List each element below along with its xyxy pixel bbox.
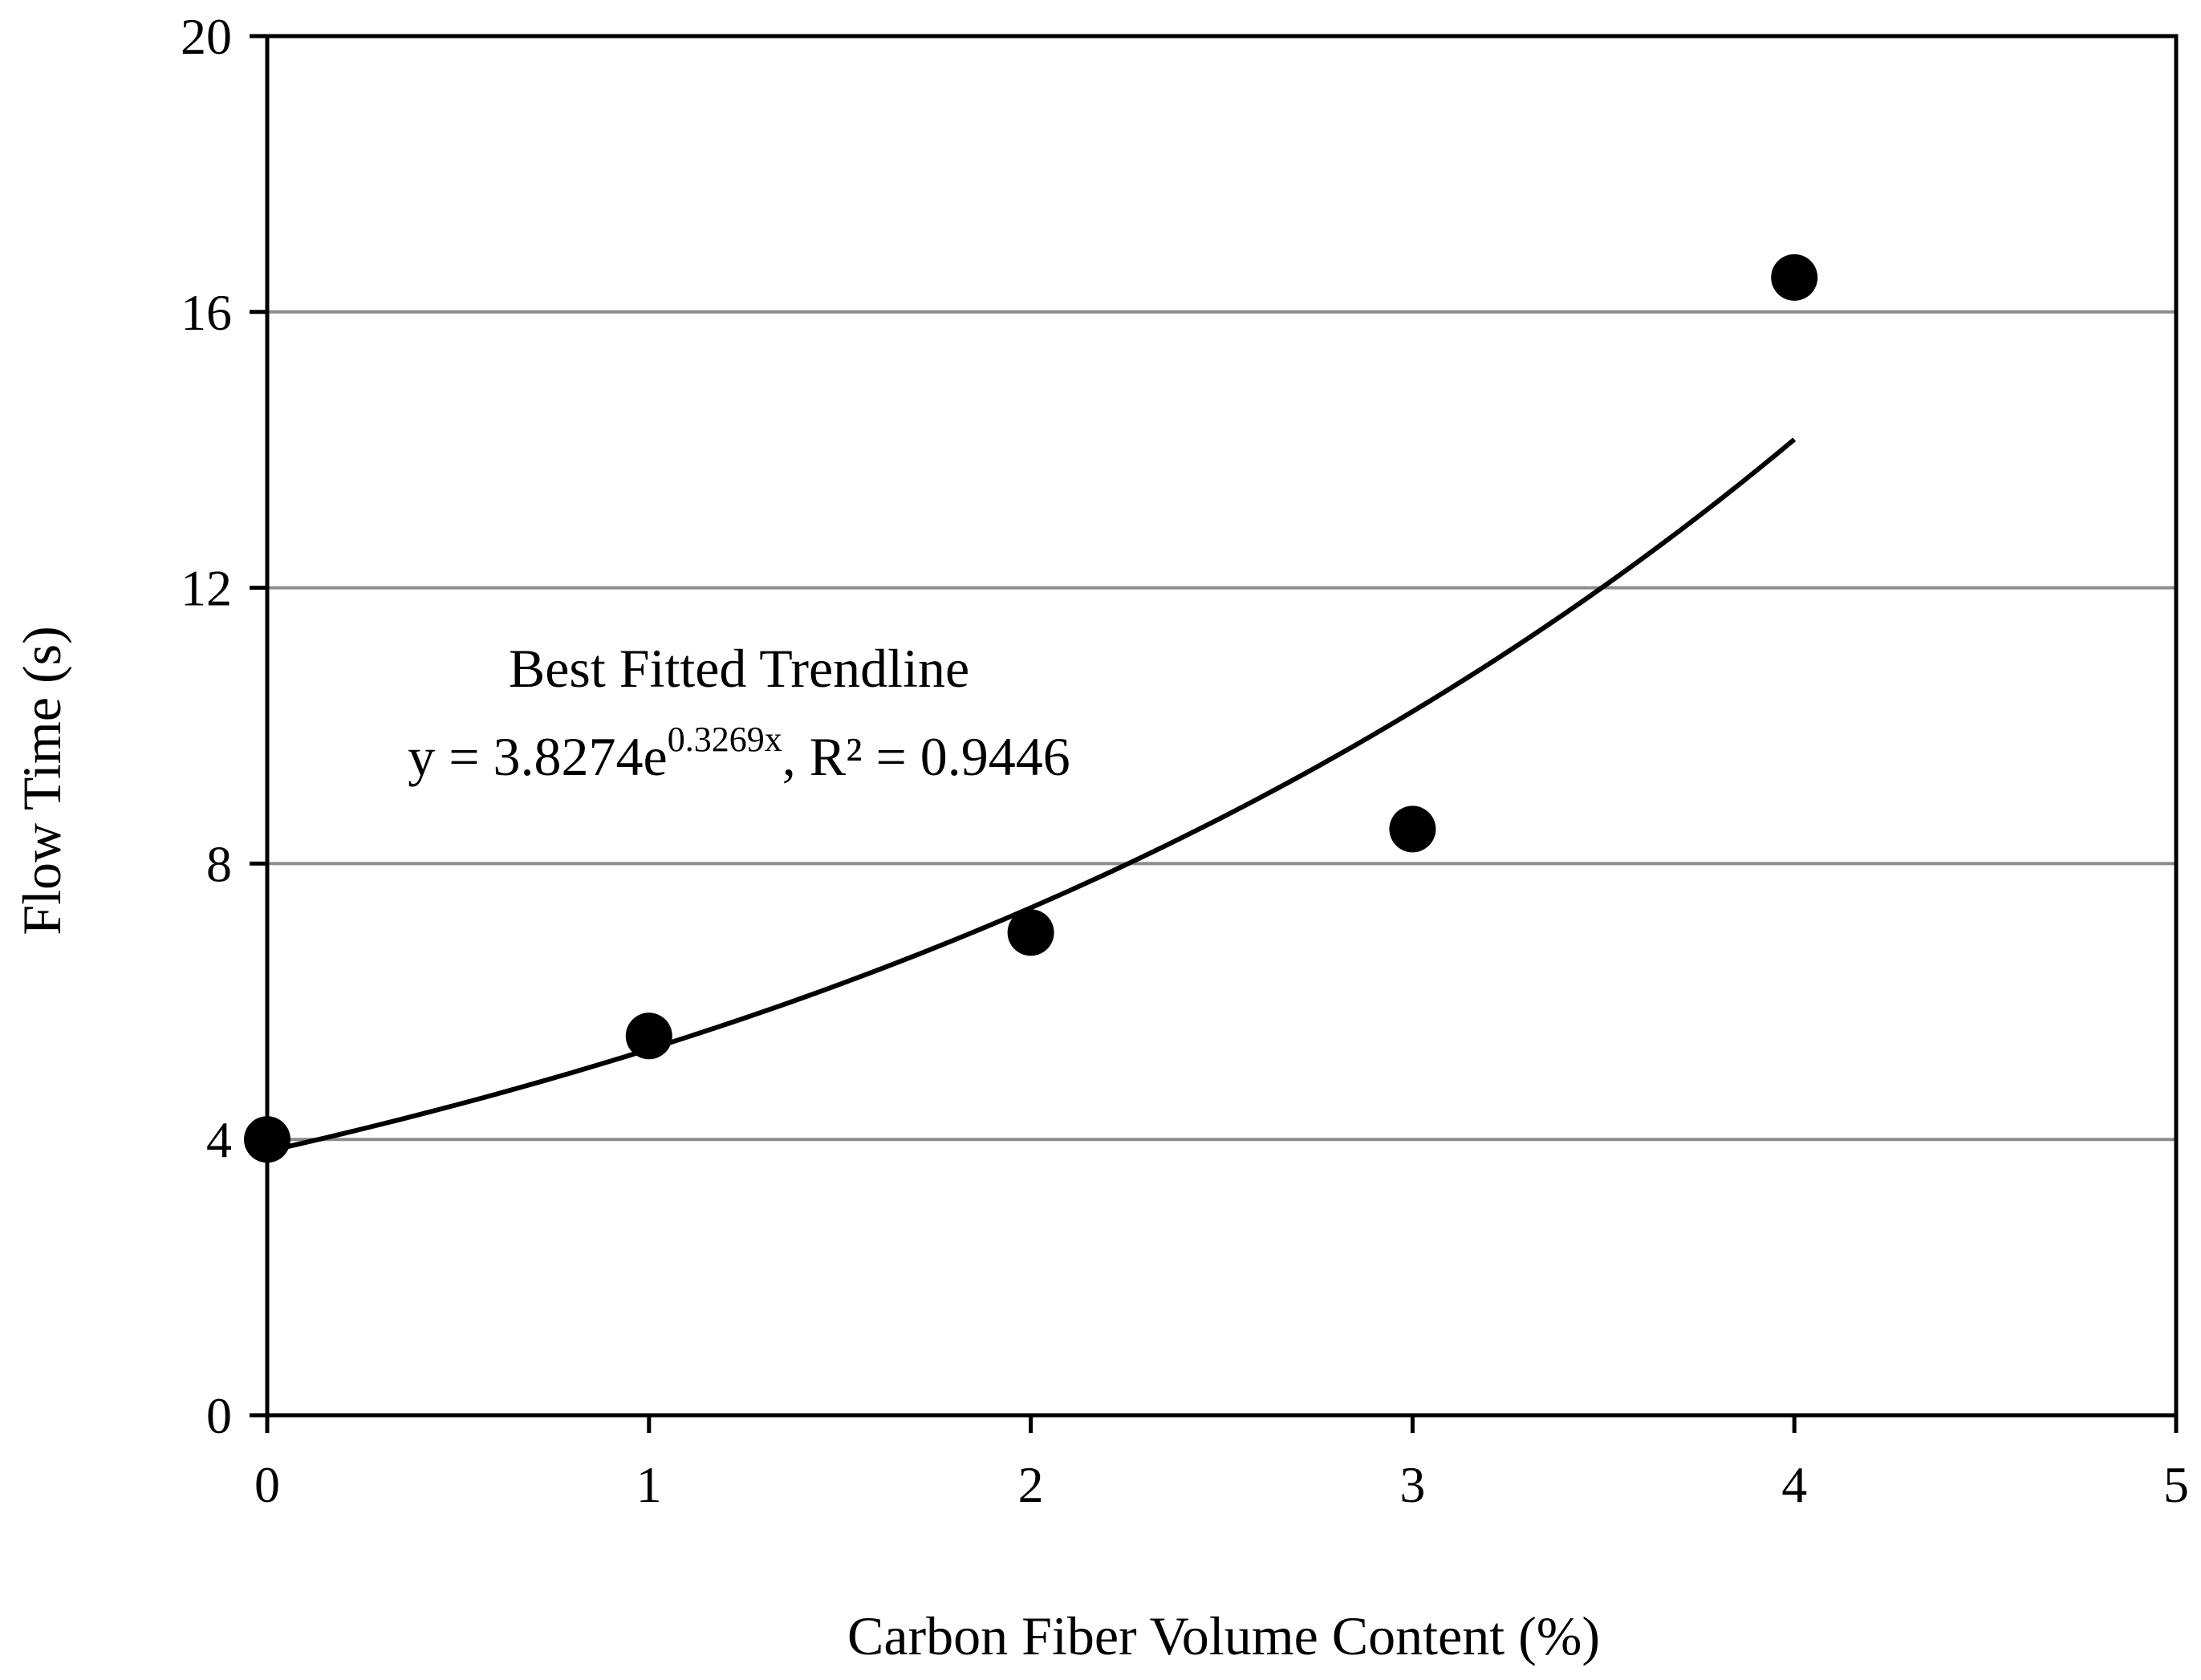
x-tick-label-4: 4	[1781, 1456, 1807, 1513]
y-tick-label-4: 4	[206, 1111, 232, 1168]
plot-frame	[265, 34, 2179, 1418]
trendline-annotation-title: Best Fitted Trendline	[509, 638, 969, 699]
data-point-0-1	[625, 1012, 672, 1060]
data-point-0-4	[1771, 254, 1818, 301]
y-tick-label-16: 16	[181, 284, 232, 341]
y-axis-title: Flow Time (s)	[11, 626, 72, 935]
trendline-equation: y = 3.8274e0.3269x, R² = 0.9446	[408, 720, 1070, 787]
data-point-0-2	[1007, 909, 1054, 956]
x-tick-label-2: 2	[1018, 1456, 1044, 1513]
x-tick-label-3: 3	[1399, 1456, 1425, 1513]
data-point-0-3	[1389, 806, 1436, 853]
data-points	[244, 254, 1818, 1163]
y-tick-label-0: 0	[206, 1387, 232, 1444]
trendline-equation-r2: , R² = 0.9446	[782, 726, 1070, 787]
x-axis-title: Carbon Fiber Volume Content (%)	[847, 1605, 1600, 1666]
trendline-equation-exponent: 0.3269x	[668, 720, 782, 759]
axes	[250, 34, 2179, 1433]
trendline	[266, 437, 1797, 1154]
trendline-equation-prefix: y = 3.8274e	[408, 726, 668, 787]
y-tick-label-12: 12	[181, 560, 232, 617]
x-tick-label-0: 0	[254, 1456, 280, 1513]
y-tick-label-8: 8	[206, 835, 232, 892]
gridlines	[267, 310, 2176, 1142]
x-tick-label-1: 1	[636, 1456, 662, 1513]
x-tick-label-5: 5	[2163, 1456, 2189, 1513]
y-tick-label-20: 20	[181, 8, 232, 65]
trendline-layer	[266, 437, 1797, 1154]
